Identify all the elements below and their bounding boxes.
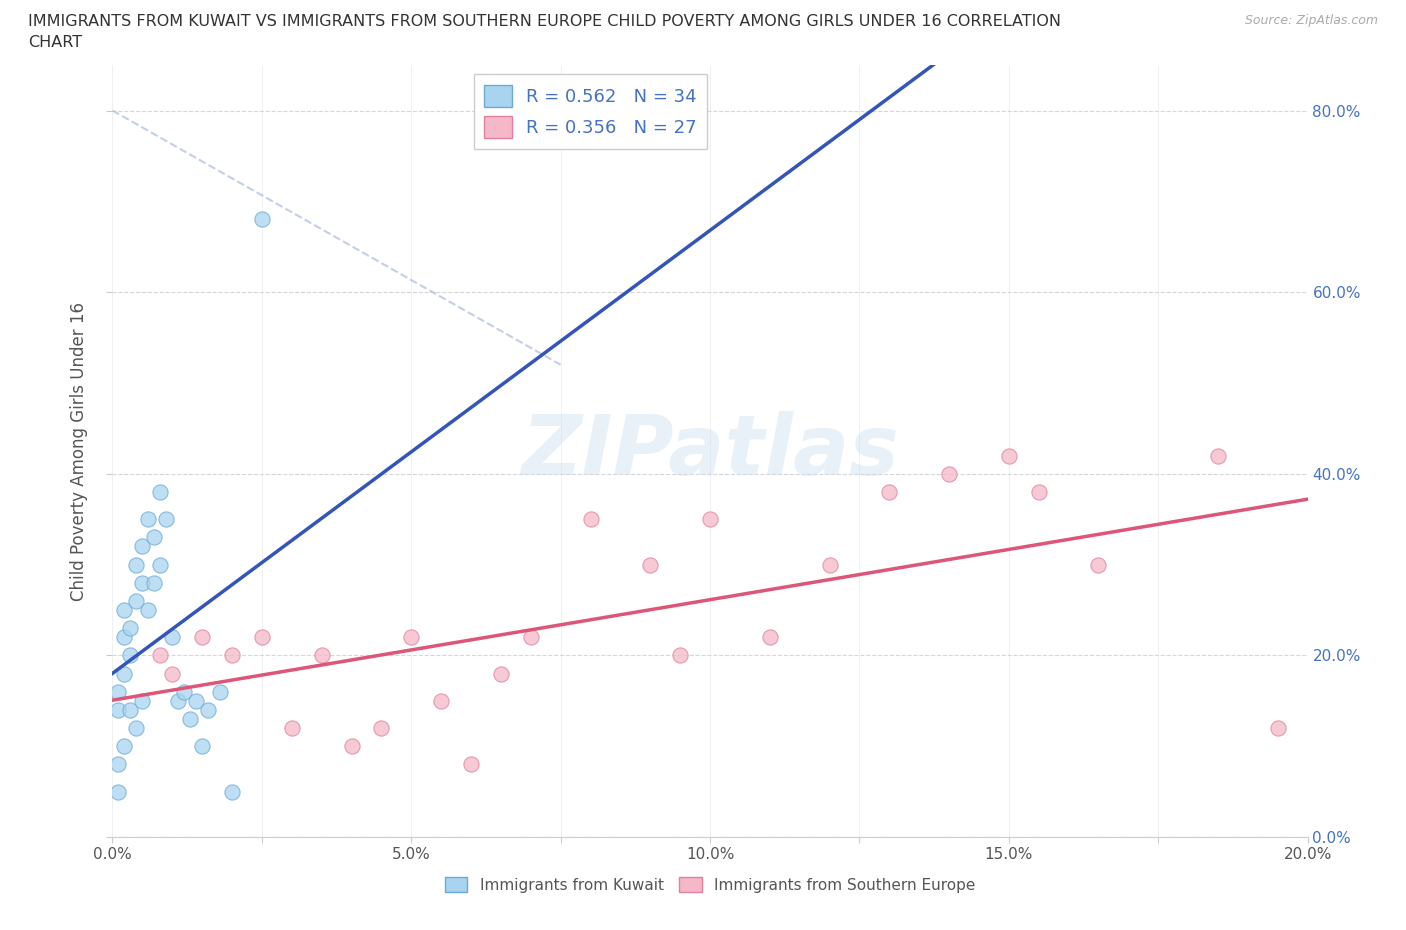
Point — [179, 711, 201, 726]
Point — [640, 557, 662, 572]
Point — [114, 603, 135, 618]
Point — [120, 702, 142, 717]
Point — [938, 466, 960, 481]
Point — [1028, 485, 1050, 499]
Point — [669, 648, 692, 663]
Point — [114, 630, 135, 644]
Point — [759, 630, 782, 644]
Point — [155, 512, 177, 526]
Point — [125, 557, 148, 572]
Point — [250, 630, 273, 644]
Point — [520, 630, 543, 644]
Point — [879, 485, 901, 499]
Point — [311, 648, 333, 663]
Point — [579, 512, 602, 526]
Point — [107, 684, 129, 699]
Point — [281, 721, 304, 736]
Text: ZIPatlas: ZIPatlas — [522, 410, 898, 492]
Point — [131, 539, 153, 554]
Point — [370, 721, 392, 736]
Point — [107, 702, 129, 717]
Point — [131, 694, 153, 709]
Point — [131, 576, 153, 591]
Legend: Immigrants from Kuwait, Immigrants from Southern Europe: Immigrants from Kuwait, Immigrants from … — [439, 870, 981, 898]
Point — [162, 666, 183, 681]
Point — [149, 485, 172, 499]
Point — [143, 530, 166, 545]
Point — [162, 630, 183, 644]
Point — [107, 784, 129, 799]
Point — [149, 648, 172, 663]
Point — [430, 694, 453, 709]
Point — [401, 630, 423, 644]
Point — [138, 603, 160, 618]
Point — [998, 448, 1021, 463]
Text: CHART: CHART — [28, 35, 82, 50]
Point — [221, 648, 243, 663]
Point — [221, 784, 243, 799]
Y-axis label: Child Poverty Among Girls Under 16: Child Poverty Among Girls Under 16 — [70, 301, 89, 601]
Point — [1087, 557, 1109, 572]
Point — [489, 666, 512, 681]
Point — [138, 512, 160, 526]
Point — [699, 512, 721, 526]
Point — [125, 721, 148, 736]
Text: Source: ZipAtlas.com: Source: ZipAtlas.com — [1244, 14, 1378, 27]
Point — [209, 684, 232, 699]
Point — [114, 666, 135, 681]
Point — [186, 694, 208, 709]
Point — [167, 694, 190, 709]
Point — [197, 702, 219, 717]
Point — [818, 557, 841, 572]
Point — [107, 757, 129, 772]
Point — [191, 738, 214, 753]
Point — [173, 684, 195, 699]
Point — [143, 576, 166, 591]
Point — [191, 630, 214, 644]
Point — [250, 212, 273, 227]
Point — [340, 738, 363, 753]
Point — [460, 757, 482, 772]
Text: IMMIGRANTS FROM KUWAIT VS IMMIGRANTS FROM SOUTHERN EUROPE CHILD POVERTY AMONG GI: IMMIGRANTS FROM KUWAIT VS IMMIGRANTS FRO… — [28, 14, 1062, 29]
Point — [1206, 448, 1229, 463]
Point — [149, 557, 172, 572]
Point — [114, 738, 135, 753]
Point — [1267, 721, 1289, 736]
Point — [125, 593, 148, 608]
Point — [120, 620, 142, 635]
Point — [120, 648, 142, 663]
